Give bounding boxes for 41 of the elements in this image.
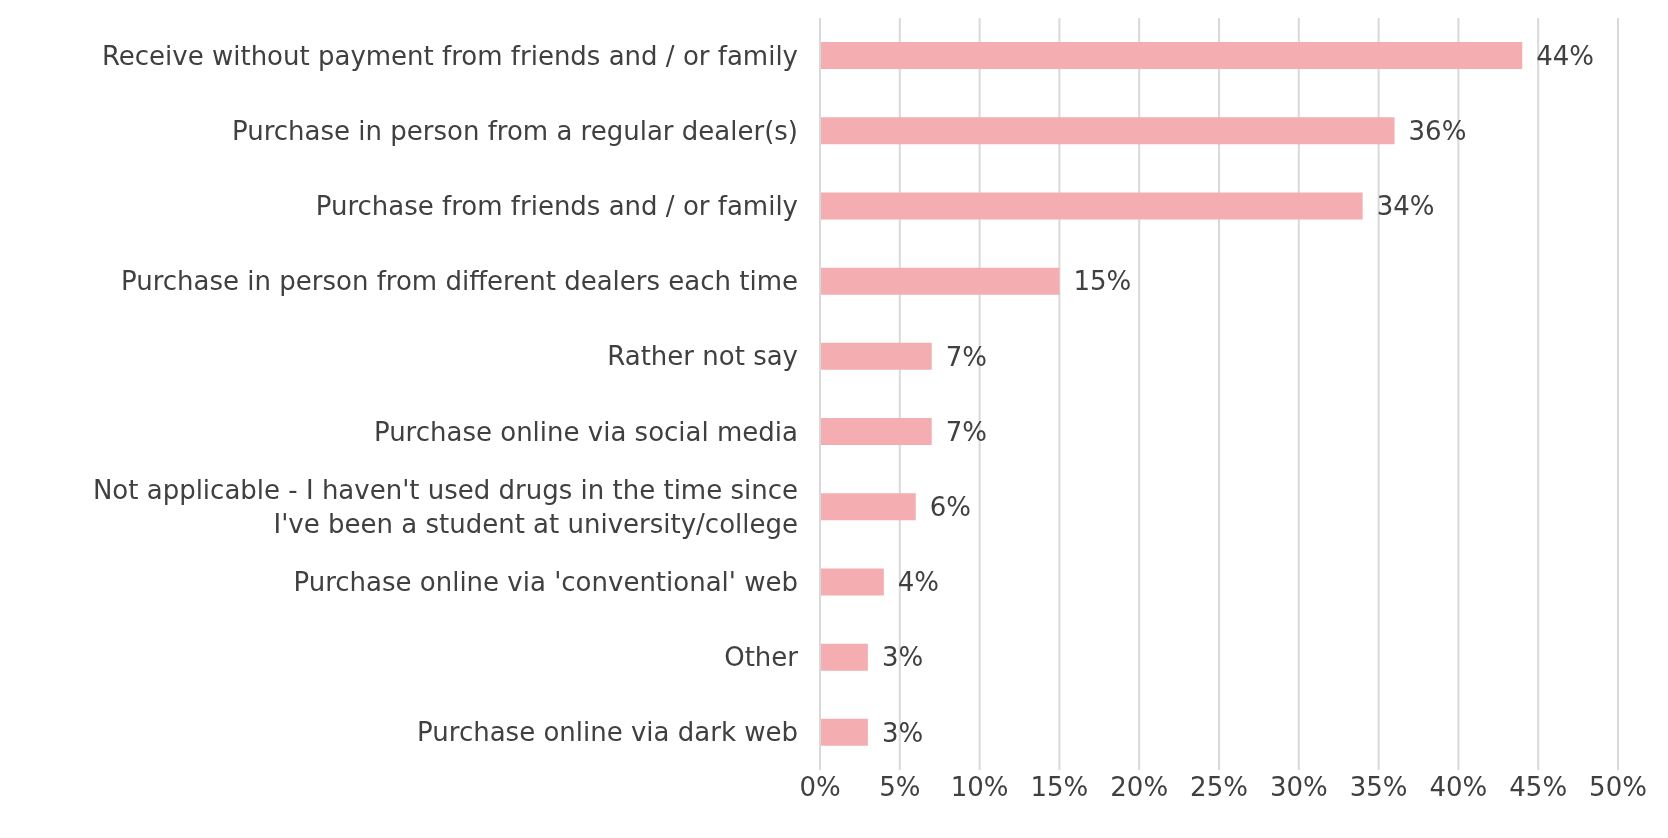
data-label: 44% — [1536, 40, 1595, 71]
y-tick-label: Purchase online via dark web — [417, 717, 798, 748]
data-label: 15% — [1073, 266, 1132, 297]
x-tick-label: 5% — [879, 772, 921, 803]
y-tick-label: Purchase online via 'conventional' web — [293, 567, 798, 597]
x-tick-label: 25% — [1190, 772, 1248, 803]
y-tick-label: Other — [724, 642, 799, 673]
bar — [820, 42, 1523, 70]
x-tick-label: 40% — [1429, 772, 1488, 803]
data-label: 36% — [1408, 115, 1467, 146]
x-tick-label: 0% — [799, 772, 841, 803]
y-tick-label: Purchase online via social media — [373, 416, 798, 447]
y-tick-label: Not applicable - I haven't used drugs in the time since I've been a student at university/college — [92, 474, 798, 539]
x-tick-label: 20% — [1110, 772, 1169, 803]
data-label: 3% — [881, 717, 924, 748]
bar — [820, 418, 932, 446]
bar — [820, 267, 1060, 295]
x-tick-label: 45% — [1509, 772, 1568, 803]
x-tick-label: 35% — [1349, 772, 1408, 803]
bar — [820, 192, 1363, 220]
data-label: 6% — [929, 491, 972, 522]
bar — [820, 493, 916, 521]
data-label: 7% — [945, 341, 987, 372]
x-tick-label: 15% — [1030, 772, 1089, 803]
data-label: 4% — [897, 567, 940, 598]
data-label: 34% — [1376, 191, 1435, 222]
data-label: 3% — [881, 642, 924, 673]
bar — [820, 568, 884, 596]
x-tick-label: 50% — [1589, 772, 1647, 803]
bar — [820, 718, 868, 746]
bar — [820, 342, 932, 370]
data-label: 7% — [945, 416, 987, 447]
y-tick-label: Purchase in person from different dealers each time — [120, 266, 798, 297]
y-tick-label: Receive without payment from friends and / or family — [101, 40, 798, 71]
bar — [820, 643, 868, 671]
x-tick-label: 10% — [950, 772, 1009, 803]
y-tick-label: Purchase from friends and / or family — [315, 191, 798, 221]
bar — [820, 117, 1395, 145]
y-tick-label: Rather not say — [607, 341, 798, 372]
x-tick-label: 30% — [1269, 772, 1328, 803]
y-tick-label: Purchase in person from a regular dealer(s) — [231, 115, 798, 146]
